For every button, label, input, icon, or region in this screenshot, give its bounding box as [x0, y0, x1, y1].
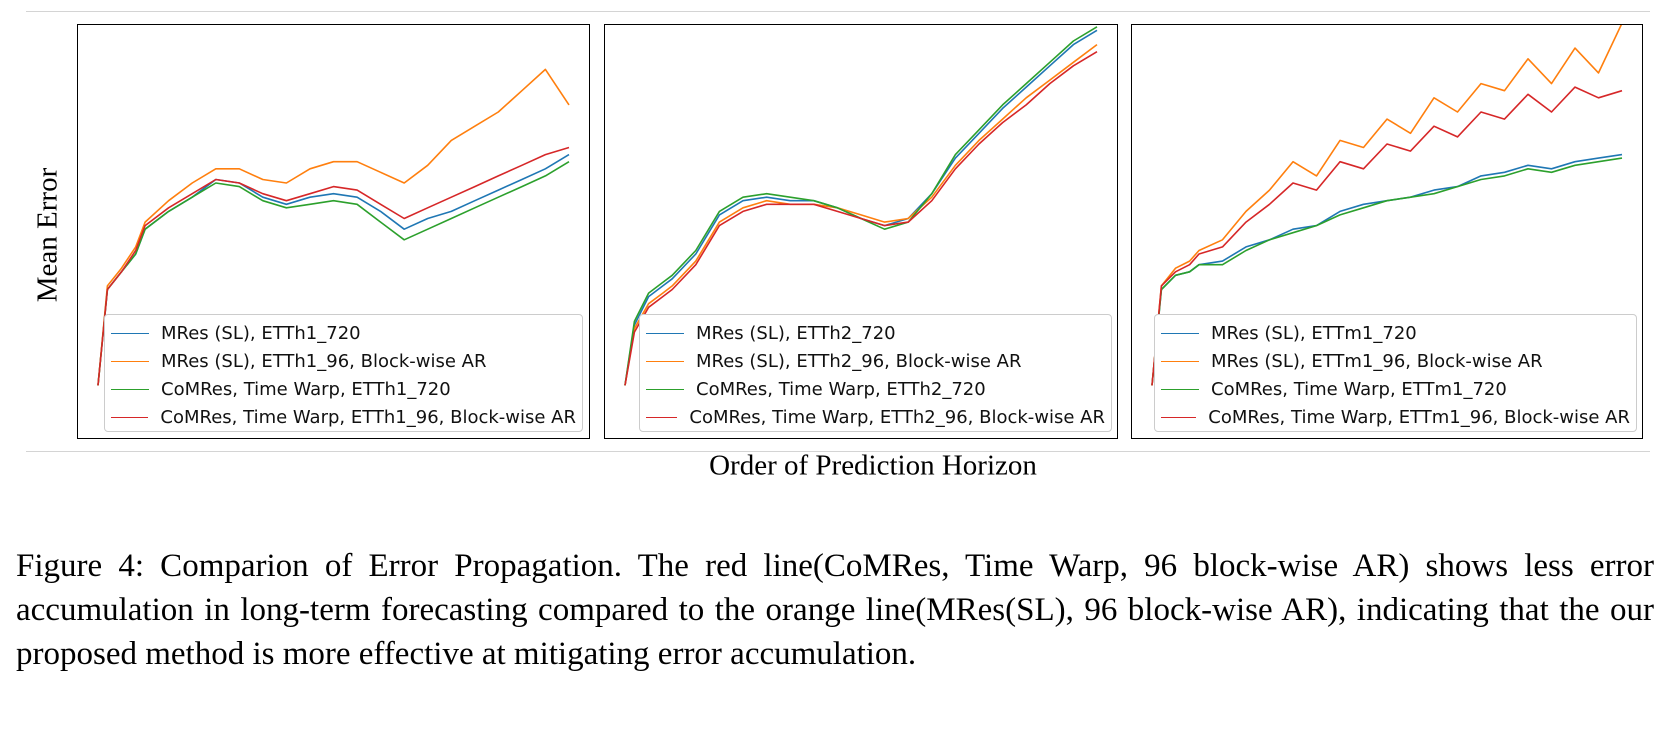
legend-swatch-red: [111, 416, 149, 418]
y-axis-label: Mean Error: [31, 167, 64, 303]
legend-swatch-red: [1161, 416, 1197, 418]
legend-swatch-blue: [111, 332, 149, 334]
legend-label: MRes (SL), ETTh1_96, Block-wise AR: [161, 350, 487, 372]
series-line-green: [97, 161, 570, 386]
chart-plot-etth2: [624, 26, 1098, 386]
legend-label: CoMRes, Time Warp, ETTh1_720: [161, 378, 451, 400]
legend-label: MRes (SL), ETTh2_720: [696, 322, 896, 344]
legend-entry: CoMRes, Time Warp, ETTm1_96, Block-wise …: [1161, 403, 1630, 431]
legend-ettm1: MRes (SL), ETTm1_720 MRes (SL), ETTm1_96…: [1154, 314, 1637, 432]
legend-label: CoMRes, Time Warp, ETTh2_96, Block-wise …: [689, 406, 1105, 428]
series-line-red: [97, 146, 570, 386]
chart-panel-etth1: MRes (SL), ETTh1_720 MRes (SL), ETTh1_96…: [77, 24, 590, 439]
figure-caption: Figure 4: Comparion of Error Propagation…: [16, 548, 1654, 672]
chart-plot-ettm1: [1151, 25, 1623, 386]
legend-swatch-green: [1161, 388, 1199, 390]
legend-entry: CoMRes, Time Warp, ETTh1_720: [111, 375, 576, 403]
legend-entry: MRes (SL), ETTh1_96, Block-wise AR: [111, 347, 576, 375]
series-line-orange: [1151, 25, 1623, 386]
legend-entry: MRes (SL), ETTh2_720: [646, 319, 1105, 347]
legend-label: CoMRes, Time Warp, ETTh1_96, Block-wise …: [160, 406, 576, 428]
legend-label: MRes (SL), ETTm1_720: [1211, 322, 1417, 344]
figure-4: Mean Error MRes (SL), ETTh1_720 MRes (SL…: [26, 11, 1650, 482]
series-line-green: [624, 26, 1098, 386]
legend-swatch-orange: [1161, 360, 1199, 362]
series-line-red: [1151, 86, 1623, 386]
legend-label: MRes (SL), ETTh2_96, Block-wise AR: [696, 350, 1022, 372]
legend-label: CoMRes, Time Warp, ETTh2_720: [696, 378, 986, 400]
top-rule: [26, 11, 1650, 12]
legend-entry: CoMRes, Time Warp, ETTm1_720: [1161, 375, 1630, 403]
chart-panel-ettm1: MRes (SL), ETTm1_720 MRes (SL), ETTm1_96…: [1131, 24, 1643, 439]
legend-etth1: MRes (SL), ETTh1_720 MRes (SL), ETTh1_96…: [104, 314, 583, 432]
chart-plot-etth1: [97, 68, 570, 386]
chart-panel-etth2: MRes (SL), ETTh2_720 MRes (SL), ETTh2_96…: [604, 24, 1118, 439]
legend-entry: CoMRes, Time Warp, ETTh2_720: [646, 375, 1105, 403]
legend-entry: CoMRes, Time Warp, ETTh1_96, Block-wise …: [111, 403, 576, 431]
legend-swatch-orange: [111, 360, 149, 362]
series-line-orange: [97, 68, 570, 386]
legend-swatch-blue: [1161, 332, 1199, 334]
legend-label: MRes (SL), ETTm1_96, Block-wise AR: [1211, 350, 1543, 372]
legend-label: CoMRes, Time Warp, ETTm1_96, Block-wise …: [1208, 406, 1630, 428]
legend-swatch-red: [646, 416, 678, 418]
legend-swatch-green: [646, 388, 684, 390]
legend-swatch-blue: [646, 332, 684, 334]
legend-entry: MRes (SL), ETTm1_720: [1161, 319, 1630, 347]
legend-swatch-orange: [646, 360, 684, 362]
legend-label: CoMRes, Time Warp, ETTm1_720: [1211, 378, 1507, 400]
bottom-rule: [26, 451, 1650, 452]
legend-entry: MRes (SL), ETTh2_96, Block-wise AR: [646, 347, 1105, 375]
series-line-red: [624, 51, 1098, 386]
x-axis-label: Order of Prediction Horizon: [709, 449, 1037, 482]
series-line-green: [1151, 157, 1623, 386]
legend-swatch-green: [111, 388, 149, 390]
legend-etth2: MRes (SL), ETTh2_720 MRes (SL), ETTh2_96…: [639, 314, 1112, 432]
legend-entry: MRes (SL), ETTm1_96, Block-wise AR: [1161, 347, 1630, 375]
legend-label: MRes (SL), ETTh1_720: [161, 322, 361, 344]
legend-entry: MRes (SL), ETTh1_720: [111, 319, 576, 347]
legend-entry: CoMRes, Time Warp, ETTh2_96, Block-wise …: [646, 403, 1105, 431]
